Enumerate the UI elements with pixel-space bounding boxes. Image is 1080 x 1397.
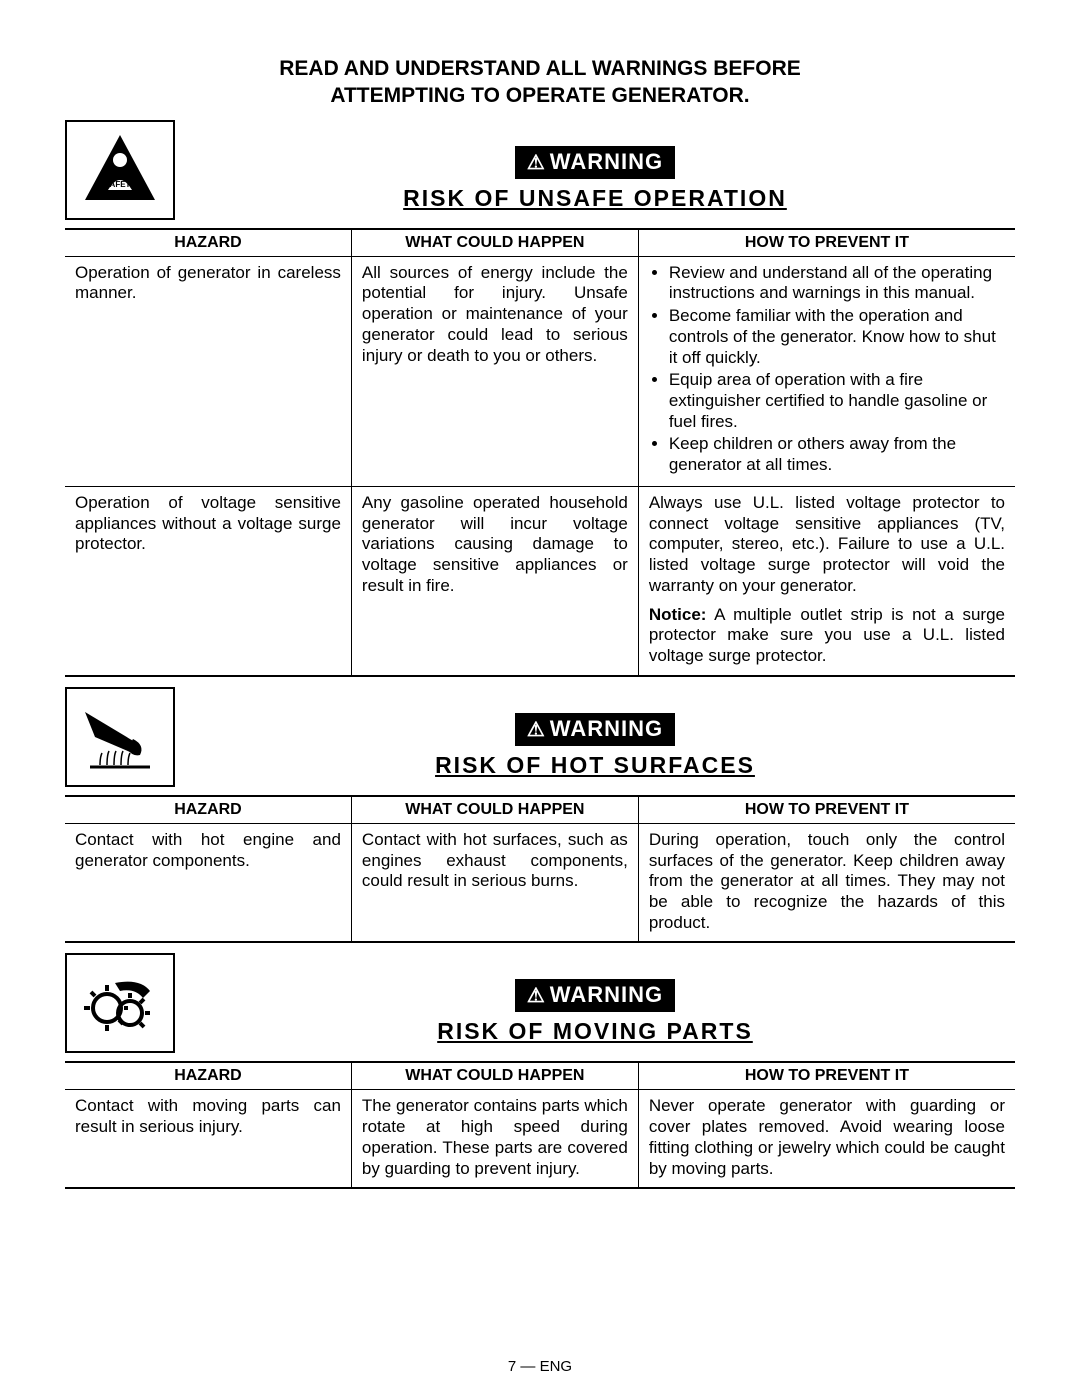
svg-text:FIRST: FIRST [111, 192, 129, 198]
section-2-title-block: WARNING RISK OF HOT SURFACES [175, 695, 1015, 779]
section-3-header: WARNING RISK OF MOVING PARTS [65, 953, 1015, 1053]
col-hazard: HAZARD [65, 229, 351, 257]
warning-badge: WARNING [515, 146, 675, 179]
section-1-table: HAZARD WHAT COULD HAPPEN HOW TO PREVENT … [65, 228, 1015, 677]
list-item: Review and understand all of the operati… [669, 263, 1005, 304]
table-row: Operation of voltage sensitive appliance… [65, 486, 1015, 675]
col-prevent: HOW TO PREVENT IT [638, 1062, 1015, 1090]
warning-badge: WARNING [515, 979, 675, 1012]
table-header-row: HAZARD WHAT COULD HAPPEN HOW TO PREVENT … [65, 796, 1015, 824]
col-what: WHAT COULD HAPPEN [351, 229, 638, 257]
prevent-cell: During operation, touch only the control… [638, 823, 1015, 942]
table-header-row: HAZARD WHAT COULD HAPPEN HOW TO PREVENT … [65, 1062, 1015, 1090]
col-prevent: HOW TO PREVENT IT [638, 796, 1015, 824]
safety-first-icon: SAFETY FIRST [65, 120, 175, 220]
prevent-cell: Review and understand all of the operati… [638, 256, 1015, 486]
col-prevent: HOW TO PREVENT IT [638, 229, 1015, 257]
col-what: WHAT COULD HAPPEN [351, 1062, 638, 1090]
section-3-table: HAZARD WHAT COULD HAPPEN HOW TO PREVENT … [65, 1061, 1015, 1189]
top-heading-line1: READ AND UNDERSTAND ALL WARNINGS BEFORE [279, 57, 801, 80]
prevent-cell: Never operate generator with guarding or… [638, 1090, 1015, 1188]
col-hazard: HAZARD [65, 1062, 351, 1090]
list-item: Keep children or others away from the ge… [669, 434, 1005, 475]
hazard-cell: Contact with moving parts can result in … [65, 1090, 351, 1188]
list-item: Become familiar with the operation and c… [669, 306, 1005, 368]
table-row: Operation of generator in careless manne… [65, 256, 1015, 486]
col-hazard: HAZARD [65, 796, 351, 824]
hazard-cell: Contact with hot engine and generator co… [65, 823, 351, 942]
what-cell: Any gasoline operated household generato… [351, 486, 638, 675]
what-cell: Contact with hot surfaces, such as engin… [351, 823, 638, 942]
top-heading: READ AND UNDERSTAND ALL WARNINGS BEFORE … [65, 55, 1015, 110]
prevent-notice: Notice: A multiple outlet strip is not a… [649, 605, 1005, 667]
section-2-title: RISK OF HOT SURFACES [175, 752, 1015, 779]
hazard-cell: Operation of voltage sensitive appliance… [65, 486, 351, 675]
top-heading-line2: ATTEMPTING TO OPERATE GENERATOR. [330, 84, 749, 107]
table-header-row: HAZARD WHAT COULD HAPPEN HOW TO PREVENT … [65, 229, 1015, 257]
hazard-cell: Operation of generator in careless manne… [65, 256, 351, 486]
what-cell: The generator contains parts which rotat… [351, 1090, 638, 1188]
section-1-title: RISK OF UNSAFE OPERATION [175, 185, 1015, 212]
list-item: Equip area of operation with a fire exti… [669, 370, 1005, 432]
section-2-table: HAZARD WHAT COULD HAPPEN HOW TO PREVENT … [65, 795, 1015, 944]
col-what: WHAT COULD HAPPEN [351, 796, 638, 824]
section-1-header: SAFETY FIRST WARNING RISK OF UNSAFE OPER… [65, 120, 1015, 220]
hot-surface-icon [65, 687, 175, 787]
svg-text:SAFETY: SAFETY [104, 180, 136, 189]
warning-badge: WARNING [515, 713, 675, 746]
prevent-text: Always use U.L. listed voltage protector… [649, 493, 1005, 597]
prevent-cell: Always use U.L. listed voltage protector… [638, 486, 1015, 675]
table-row: Contact with hot engine and generator co… [65, 823, 1015, 942]
section-1-title-block: WARNING RISK OF UNSAFE OPERATION [175, 128, 1015, 212]
what-cell: All sources of energy include the potent… [351, 256, 638, 486]
manual-page: READ AND UNDERSTAND ALL WARNINGS BEFORE … [0, 0, 1080, 1397]
moving-parts-icon [65, 953, 175, 1053]
section-2-header: WARNING RISK OF HOT SURFACES [65, 687, 1015, 787]
table-row: Contact with moving parts can result in … [65, 1090, 1015, 1188]
notice-label: Notice: [649, 605, 707, 624]
prevent-list: Review and understand all of the operati… [649, 263, 1005, 476]
section-3-title-block: WARNING RISK OF MOVING PARTS [175, 961, 1015, 1045]
page-footer: 7 — ENG [0, 1358, 1080, 1375]
section-3-title: RISK OF MOVING PARTS [175, 1018, 1015, 1045]
